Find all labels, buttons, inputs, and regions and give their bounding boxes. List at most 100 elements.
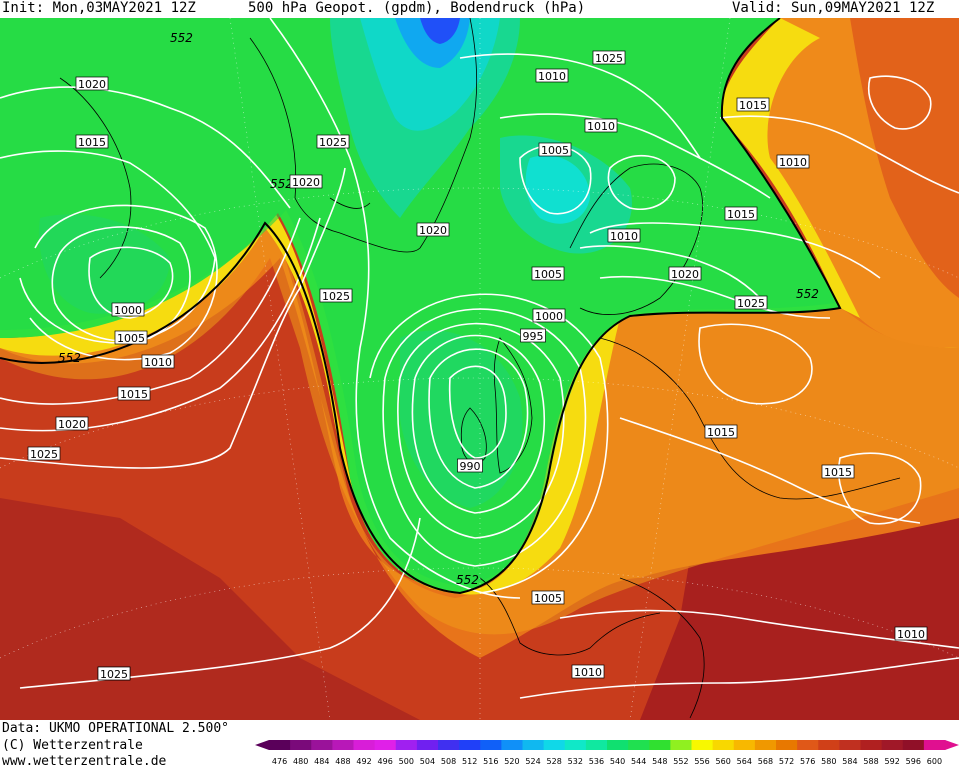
- colorbar-swatch: [522, 740, 545, 750]
- isobar-label: 1005: [534, 592, 562, 605]
- colorbar-tick: 596: [906, 757, 921, 766]
- colorbar-swatch: [395, 740, 418, 750]
- colorbar-swatch: [311, 740, 333, 750]
- isobar-1025-center: [269, 18, 521, 599]
- colorbar-tick: 576: [800, 757, 815, 766]
- colorbar-tick: 488: [335, 757, 350, 766]
- contour-552-labels: 552 552 552 552 552: [58, 31, 819, 587]
- isobar-1005-low: [51, 226, 191, 342]
- website-link[interactable]: www.wetterzentrale.de: [2, 754, 167, 769]
- colorbar-swatch: [438, 740, 460, 750]
- isobar-label-box: [531, 590, 565, 605]
- isobar-label: 1020: [78, 78, 106, 91]
- isobar-label: 1020: [292, 176, 320, 189]
- isobar-1025-w: [0, 167, 346, 469]
- isobar-label-box: [75, 76, 109, 91]
- isobar-label-box: [531, 266, 565, 281]
- colorbar-swatch: [797, 740, 819, 750]
- colorbar-tick: 560: [716, 757, 731, 766]
- isobar-label: 1010: [538, 70, 566, 83]
- colorbar-tick: 512: [462, 757, 477, 766]
- colorbar-swatch: [353, 740, 376, 750]
- isobar-label: 1000: [114, 304, 142, 317]
- colorbar-tick: 504: [420, 757, 435, 766]
- contour-552: [0, 18, 842, 595]
- isobar-1015-sw: [0, 217, 301, 405]
- isobar-label: 1025: [322, 290, 350, 303]
- isobar-1015-w: [0, 150, 216, 344]
- isobar-1015-ne2: [719, 115, 959, 194]
- isobar-label: 1010: [897, 628, 925, 641]
- isobar-label-box: [319, 288, 353, 303]
- colorbar-tick: 584: [842, 757, 857, 766]
- map-header: Init: Mon,03MAY2021 12Z 500 hPa Geopot. …: [0, 0, 959, 18]
- colorbar-swatch: [881, 740, 904, 750]
- geopotential-fill-deepblue-n: [420, 18, 460, 44]
- isobar-label: 1005: [117, 332, 145, 345]
- isobar-label-box: [704, 424, 738, 439]
- label-552-e: 552: [796, 287, 819, 301]
- isobar-label: 995: [523, 330, 544, 343]
- data-source: Data: UKMO OPERATIONAL 2.500°: [2, 721, 229, 736]
- isobar-1005-scand-e: [607, 154, 676, 210]
- isobar-1015-trough: [369, 293, 609, 594]
- isobar-1025-europe: [698, 323, 813, 405]
- scandinavia-coast: [569, 163, 703, 315]
- isobar-label-box: [111, 302, 145, 317]
- colorbar-swatch: [332, 740, 354, 750]
- colorbar-tick: 600: [927, 757, 942, 766]
- isobar-1000-low: [88, 246, 174, 319]
- isobar-label-box: [724, 206, 758, 221]
- colorbar-swatch: [416, 740, 439, 750]
- geopotential-fill-sw: [0, 498, 420, 720]
- colorbar-swatch: [839, 740, 861, 750]
- isobar-label: 1025: [319, 136, 347, 149]
- colorbar-tick: 508: [441, 757, 456, 766]
- iberia-coast: [479, 577, 661, 656]
- isobar-label-box: [734, 295, 768, 310]
- colorbar-swatch: [754, 740, 777, 750]
- isobar-label-box: [592, 50, 626, 65]
- copyright: (C) Wetterzentrale: [2, 738, 143, 753]
- colorbar-tick: 532: [568, 757, 583, 766]
- isobar-label-box: [584, 118, 618, 133]
- isobar-1020-nw: [0, 86, 291, 209]
- colorbar-swatch: [374, 740, 397, 750]
- isobar-label: 1005: [541, 144, 569, 157]
- weather-map: 552 552 552 552 552 1020 1015 1000 1005 1010…: [0, 18, 959, 720]
- isobar-1020-n3: [599, 275, 831, 319]
- graticule: [0, 18, 959, 720]
- geopotential-fill-trough: [400, 330, 523, 508]
- geopotential-fill-ne-dark: [850, 18, 959, 298]
- colorbar-tick: 484: [314, 757, 329, 766]
- colorbar-tick: 568: [758, 757, 773, 766]
- isobar-label: 1005: [534, 268, 562, 281]
- colorbar-tick: 572: [779, 757, 794, 766]
- canada-coast: [59, 77, 132, 279]
- colorbar-tick: 588: [863, 757, 878, 766]
- isobar-label-box: [316, 134, 350, 149]
- isobar-label: 1025: [595, 52, 623, 65]
- colorbar-tick: 580: [821, 757, 836, 766]
- colorbar-swatch: [459, 740, 481, 750]
- isobar-label-box: [27, 446, 61, 461]
- isobar-label-box: [894, 626, 928, 641]
- isobar-label: 990: [460, 460, 481, 473]
- colorbar-tick: 480: [293, 757, 308, 766]
- isobar-995: [428, 348, 529, 489]
- colorbar-swatch: [733, 740, 756, 750]
- isobar-label: 1020: [58, 418, 86, 431]
- isobar-1005: [397, 322, 565, 539]
- isobar-label: 1015: [120, 388, 148, 401]
- isobar-1010-n2: [579, 245, 761, 299]
- isobar-1020-n: [459, 53, 701, 159]
- colorbar-swatch: [543, 740, 566, 750]
- colorbar-tick: 528: [547, 757, 562, 766]
- isobar-label: 1025: [30, 448, 58, 461]
- colorbar-arrow-right: [945, 740, 959, 750]
- isobar-label: 1020: [419, 224, 447, 237]
- coastlines: [59, 18, 901, 719]
- isobar-label-box: [538, 142, 572, 157]
- colorbar-swatch: [691, 740, 714, 750]
- valid-time: Valid: Sun,09MAY2021 12Z: [732, 0, 935, 16]
